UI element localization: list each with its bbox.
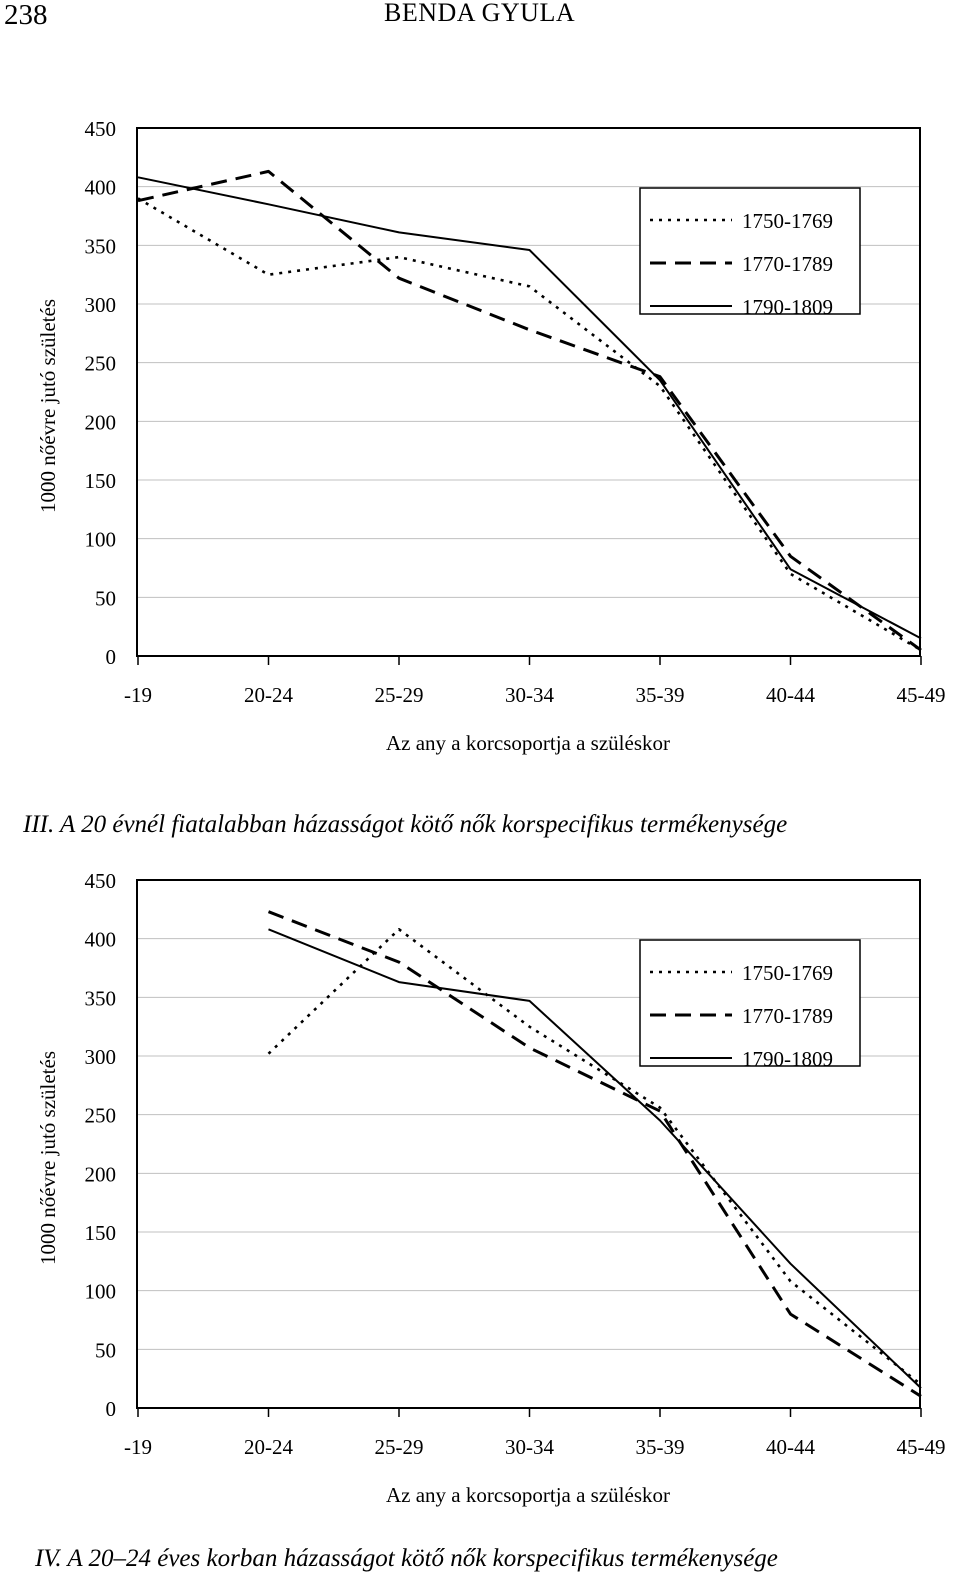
caption-chart-iv: IV. A 20–24 éves korban házasságot kötő … — [35, 1545, 778, 1572]
y-tick-label: 200 — [85, 1162, 117, 1186]
series-line-1750-1769 — [137, 197, 922, 652]
legend-label: 1770-1789 — [742, 252, 833, 276]
y-tick-label: 450 — [85, 117, 117, 141]
series-line-1770-1789 — [267, 910, 922, 1398]
y-axis-label: 1000 nőévre jutó születés — [36, 299, 60, 513]
y-tick-label: 100 — [85, 1280, 117, 1304]
legend-label: 1790-1809 — [742, 1047, 833, 1071]
x-axis-label: Az any a korcsoportja a szüléskor — [386, 731, 670, 755]
x-tick-label: 20-24 — [244, 683, 293, 707]
y-tick-label: 400 — [85, 928, 117, 952]
y-tick-label: 350 — [85, 986, 117, 1010]
series-line-1790-1809 — [268, 928, 922, 1389]
y-tick-label: 100 — [85, 528, 117, 552]
y-tick-label: 300 — [85, 1045, 117, 1069]
legend-box — [639, 187, 861, 315]
legend-label: 1790-1809 — [742, 295, 833, 319]
y-tick-label: 400 — [85, 176, 117, 200]
x-tick-label: 35-39 — [636, 683, 685, 707]
y-tick-label: 0 — [106, 1397, 117, 1421]
series-line-1770-1789 — [137, 169, 922, 652]
y-tick-label: 300 — [85, 293, 117, 317]
legend-label: 1750-1769 — [742, 961, 833, 985]
x-axis-label: Az any a korcsoportja a szüléskor — [386, 1483, 670, 1507]
y-tick-label: 350 — [85, 234, 117, 258]
y-tick-label: 250 — [85, 352, 117, 376]
plot-frame — [136, 879, 921, 1409]
y-tick-label: 250 — [85, 1104, 117, 1128]
legend-box — [639, 939, 861, 1067]
y-tick-label: 50 — [95, 586, 116, 610]
x-tick-label: -19 — [124, 683, 152, 707]
x-tick-label: 45-49 — [897, 1435, 946, 1459]
x-tick-label: 30-34 — [505, 1435, 554, 1459]
chart-iii: 0 50 100 150 200 250 300 350 400 450 -19 20-24 25-29… — [36, 117, 946, 755]
x-tick-label: 45-49 — [897, 683, 946, 707]
x-tick-label: 25-29 — [375, 1435, 424, 1459]
x-tick-label: 25-29 — [375, 683, 424, 707]
plot-frame — [136, 127, 921, 657]
legend-label: 1770-1789 — [742, 1004, 833, 1028]
x-tick-label: -19 — [124, 1435, 152, 1459]
y-tick-label: 0 — [106, 645, 117, 669]
chart-iv: 0 50 100 150 200 250 300 350 400 450 -19 20-24 25-29… — [36, 869, 946, 1507]
x-tick-label: 20-24 — [244, 1435, 293, 1459]
x-tick-label: 40-44 — [766, 683, 815, 707]
y-tick-label: 50 — [95, 1338, 116, 1362]
y-tick-label: 150 — [85, 1221, 117, 1245]
y-tick-label: 450 — [85, 869, 117, 893]
series-line-1790-1809 — [137, 176, 922, 640]
y-tick-label: 200 — [85, 410, 117, 434]
x-tick-label: 35-39 — [636, 1435, 685, 1459]
caption-chart-iii: III. A 20 évnél fiatalabban házasságot k… — [23, 811, 788, 838]
x-tick-label: 40-44 — [766, 1435, 815, 1459]
y-axis-label: 1000 nőévre jutó születés — [36, 1051, 60, 1265]
legend-label: 1750-1769 — [742, 209, 833, 233]
y-tick-label: 150 — [85, 469, 117, 493]
page-number: 238 — [4, 0, 48, 31]
x-tick-label: 30-34 — [505, 683, 554, 707]
running-head: BENDA GYULA — [384, 0, 576, 27]
